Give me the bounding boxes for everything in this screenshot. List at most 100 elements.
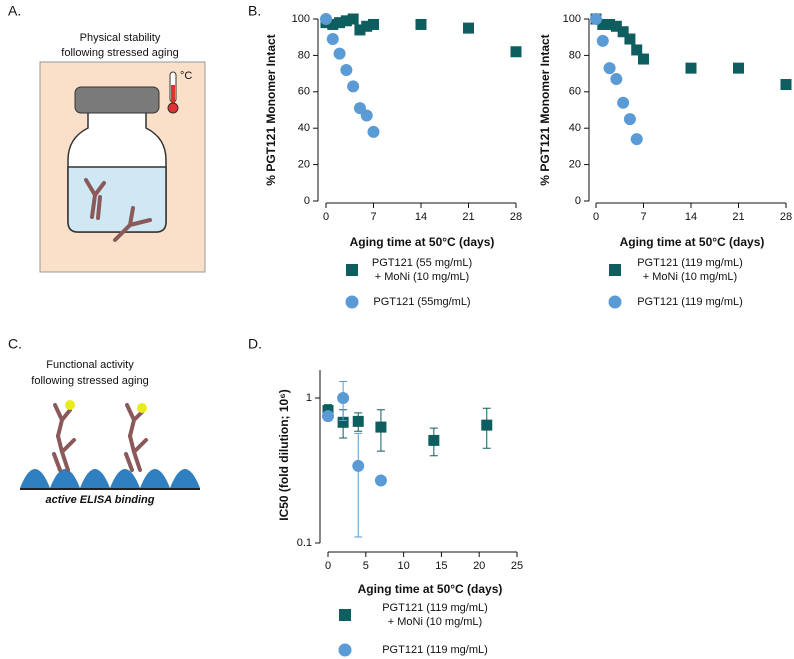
x-tick-label: 10 xyxy=(397,560,409,572)
data-point xyxy=(428,434,440,446)
y-tick-label: 60 xyxy=(298,86,310,98)
x-tick-label: 21 xyxy=(462,211,474,223)
data-point xyxy=(597,18,609,30)
data-point xyxy=(360,109,373,122)
y-tick-label: 0.1 xyxy=(297,537,312,549)
jar-liquid xyxy=(67,166,167,233)
data-point xyxy=(367,125,380,138)
data-point xyxy=(361,20,373,32)
x-tick-label: 28 xyxy=(510,211,522,223)
y-tick-label: 80 xyxy=(569,49,581,61)
legend-label: PGT121 (119 mg/mL) + MoNi (10 mg/mL) xyxy=(637,257,743,283)
legend-marker xyxy=(608,295,622,309)
data-point xyxy=(685,62,697,74)
illustration-title: following stressed aging xyxy=(61,47,178,59)
x-axis-label: Aging time at 50°C (days) xyxy=(358,582,503,596)
x-tick-label: 28 xyxy=(780,211,792,223)
data-point xyxy=(320,13,332,25)
x-tick-label: 7 xyxy=(370,211,376,223)
data-point xyxy=(354,24,366,36)
data-point xyxy=(352,415,364,427)
x-tick-label: 14 xyxy=(685,211,697,223)
y-tick-label: 20 xyxy=(569,159,581,171)
data-point xyxy=(603,62,616,75)
thermometer-level xyxy=(171,85,175,103)
jar-lid xyxy=(74,86,160,114)
data-point xyxy=(617,96,630,109)
legend-label: PGT121 (55 mg/mL) + MoNi (10 mg/mL) xyxy=(371,257,473,283)
y-tick-label: 100 xyxy=(563,13,581,25)
data-point xyxy=(631,44,643,56)
data-point xyxy=(347,13,359,25)
legend-label: PGT121 (55mg/mL) xyxy=(373,296,471,308)
panel-label: A. xyxy=(8,3,21,19)
legend-label: PGT121 (119 mg/mL) xyxy=(382,644,488,656)
antigen xyxy=(137,403,147,413)
data-point xyxy=(596,34,609,47)
data-point xyxy=(415,18,427,30)
illustration-title: following stressed aging xyxy=(31,375,148,387)
legend-marker xyxy=(346,264,358,276)
data-point xyxy=(510,46,522,58)
data-point xyxy=(352,459,365,472)
data-point xyxy=(368,18,379,30)
x-axis-label: Aging time at 50°C (days) xyxy=(350,235,495,249)
x-tick-label: 21 xyxy=(732,211,744,223)
y-axis-label: % PGT121 Monomer Intact xyxy=(264,34,278,185)
x-tick-label: 5 xyxy=(363,560,369,572)
x-tick-label: 25 xyxy=(511,560,523,572)
data-point xyxy=(337,392,350,405)
data-point xyxy=(334,17,346,29)
data-point xyxy=(347,80,360,93)
antibody-icons xyxy=(52,403,148,472)
x-tick-label: 20 xyxy=(473,560,485,572)
data-point xyxy=(604,18,616,30)
legend-label: PGT121 (119 mg/mL) + MoNi (10 mg/mL) xyxy=(382,602,488,628)
data-point xyxy=(733,62,744,74)
illustration-caption: active ELISA binding xyxy=(46,494,155,506)
data-point xyxy=(617,26,629,38)
y-tick-label: 40 xyxy=(569,122,581,134)
legend-marker xyxy=(609,264,621,276)
data-point xyxy=(780,79,792,91)
y-tick-label: 40 xyxy=(298,122,310,134)
y-tick-label: 100 xyxy=(292,13,310,25)
antigen xyxy=(65,400,75,410)
panel-label: D. xyxy=(248,336,262,352)
y-tick-label: 0 xyxy=(575,195,581,207)
legend-marker xyxy=(339,609,351,621)
x-tick-label: 0 xyxy=(325,560,331,572)
data-point xyxy=(322,410,334,423)
data-point xyxy=(590,13,602,25)
y-tick-label: 0 xyxy=(304,195,310,207)
illustration-title: Physical stability xyxy=(80,32,161,44)
x-tick-label: 0 xyxy=(593,211,599,223)
x-tick-label: 0 xyxy=(323,211,329,223)
y-tick-label: 20 xyxy=(298,159,310,171)
legend-marker xyxy=(338,643,352,657)
x-tick-label: 7 xyxy=(640,211,646,223)
x-tick-label: 14 xyxy=(415,211,427,223)
panel-label: C. xyxy=(8,336,22,352)
data-point xyxy=(374,474,387,487)
y-tick-label: 60 xyxy=(569,86,581,98)
data-point xyxy=(638,53,649,65)
y-tick-label: 1 xyxy=(306,392,312,404)
antibody-icons xyxy=(84,178,152,242)
elisa-surface xyxy=(20,469,200,488)
data-point xyxy=(630,133,643,146)
data-point xyxy=(481,419,493,431)
panel-label: B. xyxy=(248,3,261,19)
legend-label: PGT121 (119 mg/mL) xyxy=(637,296,743,308)
data-point xyxy=(333,47,346,60)
legend-marker xyxy=(345,295,359,309)
data-point xyxy=(326,33,339,46)
data-point xyxy=(340,15,352,27)
data-point xyxy=(340,63,353,76)
data-point xyxy=(610,20,622,32)
illustration-title: Functional activity xyxy=(46,359,134,371)
thermometer-bulb xyxy=(167,102,179,114)
data-point xyxy=(623,113,636,126)
